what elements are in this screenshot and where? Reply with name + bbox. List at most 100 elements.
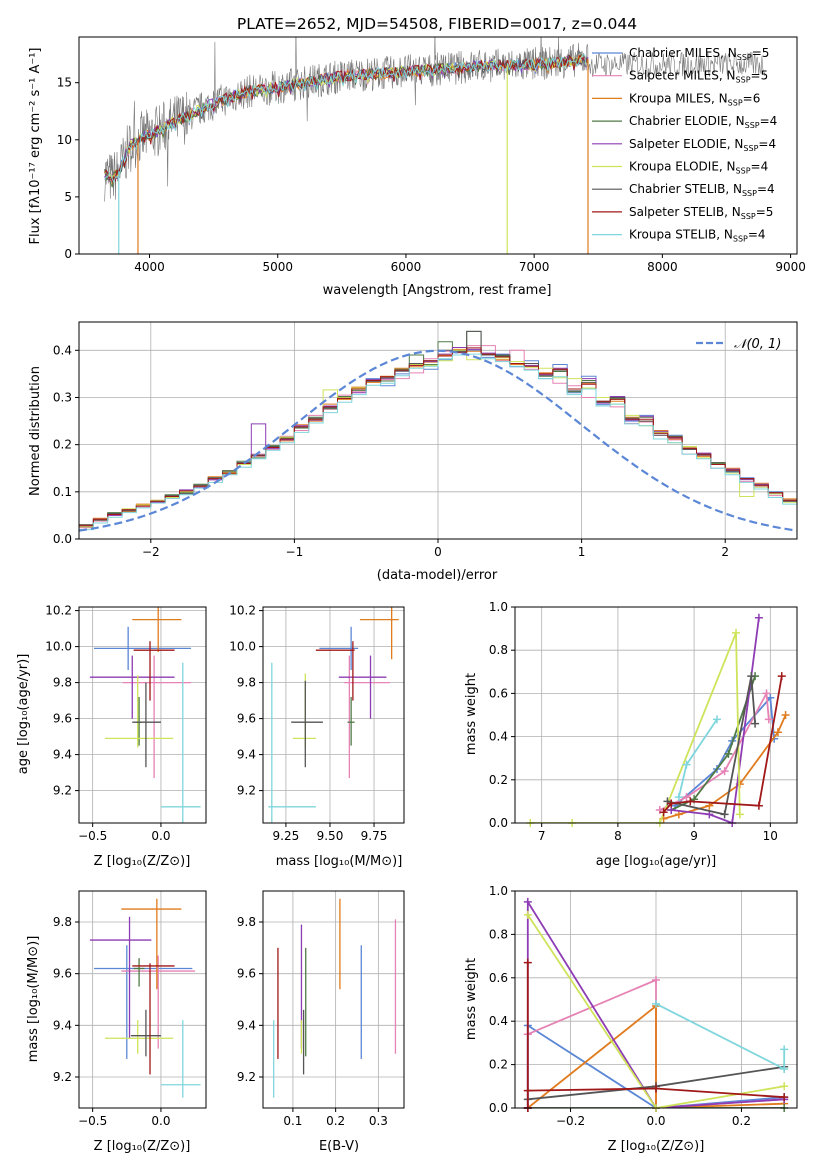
weight-marker-kroupa_stelib: [780, 1045, 789, 1054]
y-tick-label: 9.8: [237, 676, 256, 690]
residuals-ylabel: Normed distribution: [28, 366, 43, 496]
x-tick-label: −0.2: [556, 1114, 585, 1128]
y-tick-label: 9.4: [53, 748, 72, 762]
mass-age-xlabel: mass [log₁₀(M/M⊙)]: [276, 854, 403, 869]
ebv-mass-panel: 0.1 0.2 0.3 9.2 9.4 9.6 9.8: [237, 890, 405, 1128]
y-tick-label: 0.3: [53, 390, 72, 404]
x-tick-label: −2: [142, 545, 160, 559]
y-tick-label: 0.6: [489, 686, 508, 700]
weight-marker-salpeter_miles: [762, 689, 771, 698]
x-tick-label: 0.0: [151, 829, 170, 843]
weight-marker-salpeter_stelib: [754, 801, 763, 810]
x-tick-label: 0.3: [369, 1114, 388, 1128]
weight-line-chabrier_miles: [674, 695, 775, 807]
model-spectrum-salpeter_stelib: [104, 54, 589, 183]
legend-label-chabrier_stelib: Chabrier STELIB, NSSP=4: [629, 182, 775, 198]
y-tick-label: 0.1: [53, 485, 72, 499]
weight-marker-chabrier_stelib: [747, 672, 756, 681]
x-tick-label: 0.2: [732, 1114, 751, 1128]
y-tick-label: 10: [57, 133, 72, 147]
y-tick-label: 0.0: [53, 532, 72, 546]
weight-marker-salpeter_elodie: [754, 613, 763, 622]
axes-frame: [262, 606, 405, 824]
y-tick-label: 0.2: [53, 438, 72, 452]
y-tick-label: 9.6: [53, 967, 72, 981]
weight-marker-chabrier_stelib: [720, 810, 729, 819]
x-tick-label: 9: [690, 829, 698, 843]
y-tick-label: 10.2: [45, 604, 72, 618]
x-tick-label: −0.5: [78, 829, 107, 843]
y-tick-label: 9.2: [53, 784, 72, 798]
x-tick-label: 4000: [134, 260, 165, 274]
y-tick-label: 15: [57, 76, 72, 90]
axes-frame: [514, 606, 798, 824]
x-tick-label: 0.0: [151, 1114, 170, 1128]
x-tick-label: 10: [763, 829, 778, 843]
x-tick-label: 9.25: [273, 829, 300, 843]
y-tick-label: 9.8: [237, 915, 256, 929]
observed-spectrum-line: [104, 37, 766, 202]
y-tick-label: 10.0: [45, 640, 72, 654]
weight-line-kroupa_elodie: [530, 632, 741, 823]
weight-marker-kroupa_stelib: [652, 999, 660, 1008]
y-tick-label: 9.2: [237, 784, 256, 798]
weight-marker-salpeter_stelib: [686, 797, 695, 806]
x-tick-label: 0: [434, 545, 442, 559]
y-tick-label: 9.8: [53, 676, 72, 690]
z-mass-xlabel: Z [log₁₀(Z/Z⊙)]: [94, 1139, 191, 1154]
histogram-kroupa_stelib: [79, 353, 797, 539]
y-tick-label: 9.2: [237, 1070, 256, 1084]
x-tick-label: 7000: [519, 260, 550, 274]
y-tick-label: 9.8: [53, 915, 72, 929]
weight-marker-salpeter_stelib: [659, 808, 668, 817]
weight-marker-salpeter_stelib: [777, 672, 786, 681]
y-tick-label: 0: [64, 247, 72, 261]
x-tick-label: −0.5: [78, 1114, 107, 1128]
weight-marker-kroupa_miles: [781, 711, 790, 719]
legend-label-chabrier_elodie: Chabrier ELODIE, NSSP=4: [629, 114, 777, 130]
weight-marker-salpeter_miles: [682, 793, 691, 802]
x-tick-label: 6000: [391, 260, 422, 274]
legend-label-salpeter_stelib: Salpeter STELIB, NSSP=5: [629, 205, 773, 221]
spectrum-xlabel: wavelength [Angstrom, rest frame]: [323, 283, 552, 298]
weight-marker-kroupa_elodie: [735, 810, 744, 819]
x-tick-label: 7: [538, 829, 546, 843]
weight-marker-kroupa_stelib: [674, 793, 683, 802]
z-weight-panel: −0.2 0.0 0.2 0.0 0.2 0.4 0.6 0.8 1.0: [489, 884, 798, 1128]
y-tick-label: 0.8: [489, 927, 508, 941]
age-weight-xlabel: age [log₁₀(age/yr)]: [596, 854, 717, 869]
y-tick-label: 1.0: [489, 884, 508, 898]
axes-frame: [78, 890, 207, 1109]
axes-frame: [262, 890, 405, 1109]
figure-title: PLATE=2652, MJD=54508, FIBERID=0017, z=0…: [237, 15, 637, 33]
weight-line-chabrier_stelib: [667, 675, 756, 816]
y-tick-label: 0.4: [53, 343, 72, 357]
legend-label-kroupa_miles: Kroupa MILES, NSSP=6: [629, 91, 760, 107]
x-tick-label: 1: [578, 545, 586, 559]
weight-marker-kroupa_miles: [773, 728, 782, 737]
y-tick-label: 0.2: [489, 1058, 508, 1072]
ebv-mass-xlabel: E(B-V): [319, 1139, 359, 1154]
x-tick-label: 8000: [647, 260, 678, 274]
residuals-panel: −2 −1 0 1 2 0.0 0.1 0.2 0.3 0.4 𝒩(0, 1): [53, 321, 798, 559]
age-weight-ylabel: mass weight: [464, 673, 479, 755]
legend-label-salpeter_miles: Salpeter MILES, NSSP=5: [629, 69, 768, 85]
y-tick-label: 0.0: [489, 816, 508, 830]
weight-marker-salpeter_stelib: [652, 1084, 660, 1093]
x-tick-label: 8: [614, 829, 622, 843]
z-age-xlabel: Z [log₁₀(Z/Z⊙)]: [94, 854, 191, 869]
axes-frame: [78, 36, 798, 255]
x-tick-label: 5000: [262, 260, 293, 274]
z-mass-ylabel: mass [log₁₀(M/M⊙)]: [26, 936, 41, 1063]
x-tick-label: 0.2: [326, 1114, 345, 1128]
y-tick-label: 9.2: [53, 1070, 72, 1084]
legend-label-kroupa_stelib: Kroupa STELIB, NSSP=4: [629, 228, 766, 244]
spectrum-panel: 4000 5000 6000 7000 8000 9000 0 5 10 15 Chabrier M…: [57, 36, 806, 274]
mass-age-panel: 9.25 9.50 9.75 9.2 9.4 9.6 9.8 10.0 10.2: [229, 604, 405, 843]
y-tick-label: 5: [64, 190, 72, 204]
gaussian-curve: [78, 349, 798, 532]
weight-marker-salpeter_elodie: [523, 897, 532, 906]
legend-label-chabrier_miles: Chabrier MILES, NSSP=5: [629, 46, 769, 62]
age-weight-panel: 7 8 9 10 0.0 0.2 0.4 0.6 0.8 1.0: [489, 600, 798, 843]
y-tick-label: 0.4: [489, 1014, 508, 1028]
